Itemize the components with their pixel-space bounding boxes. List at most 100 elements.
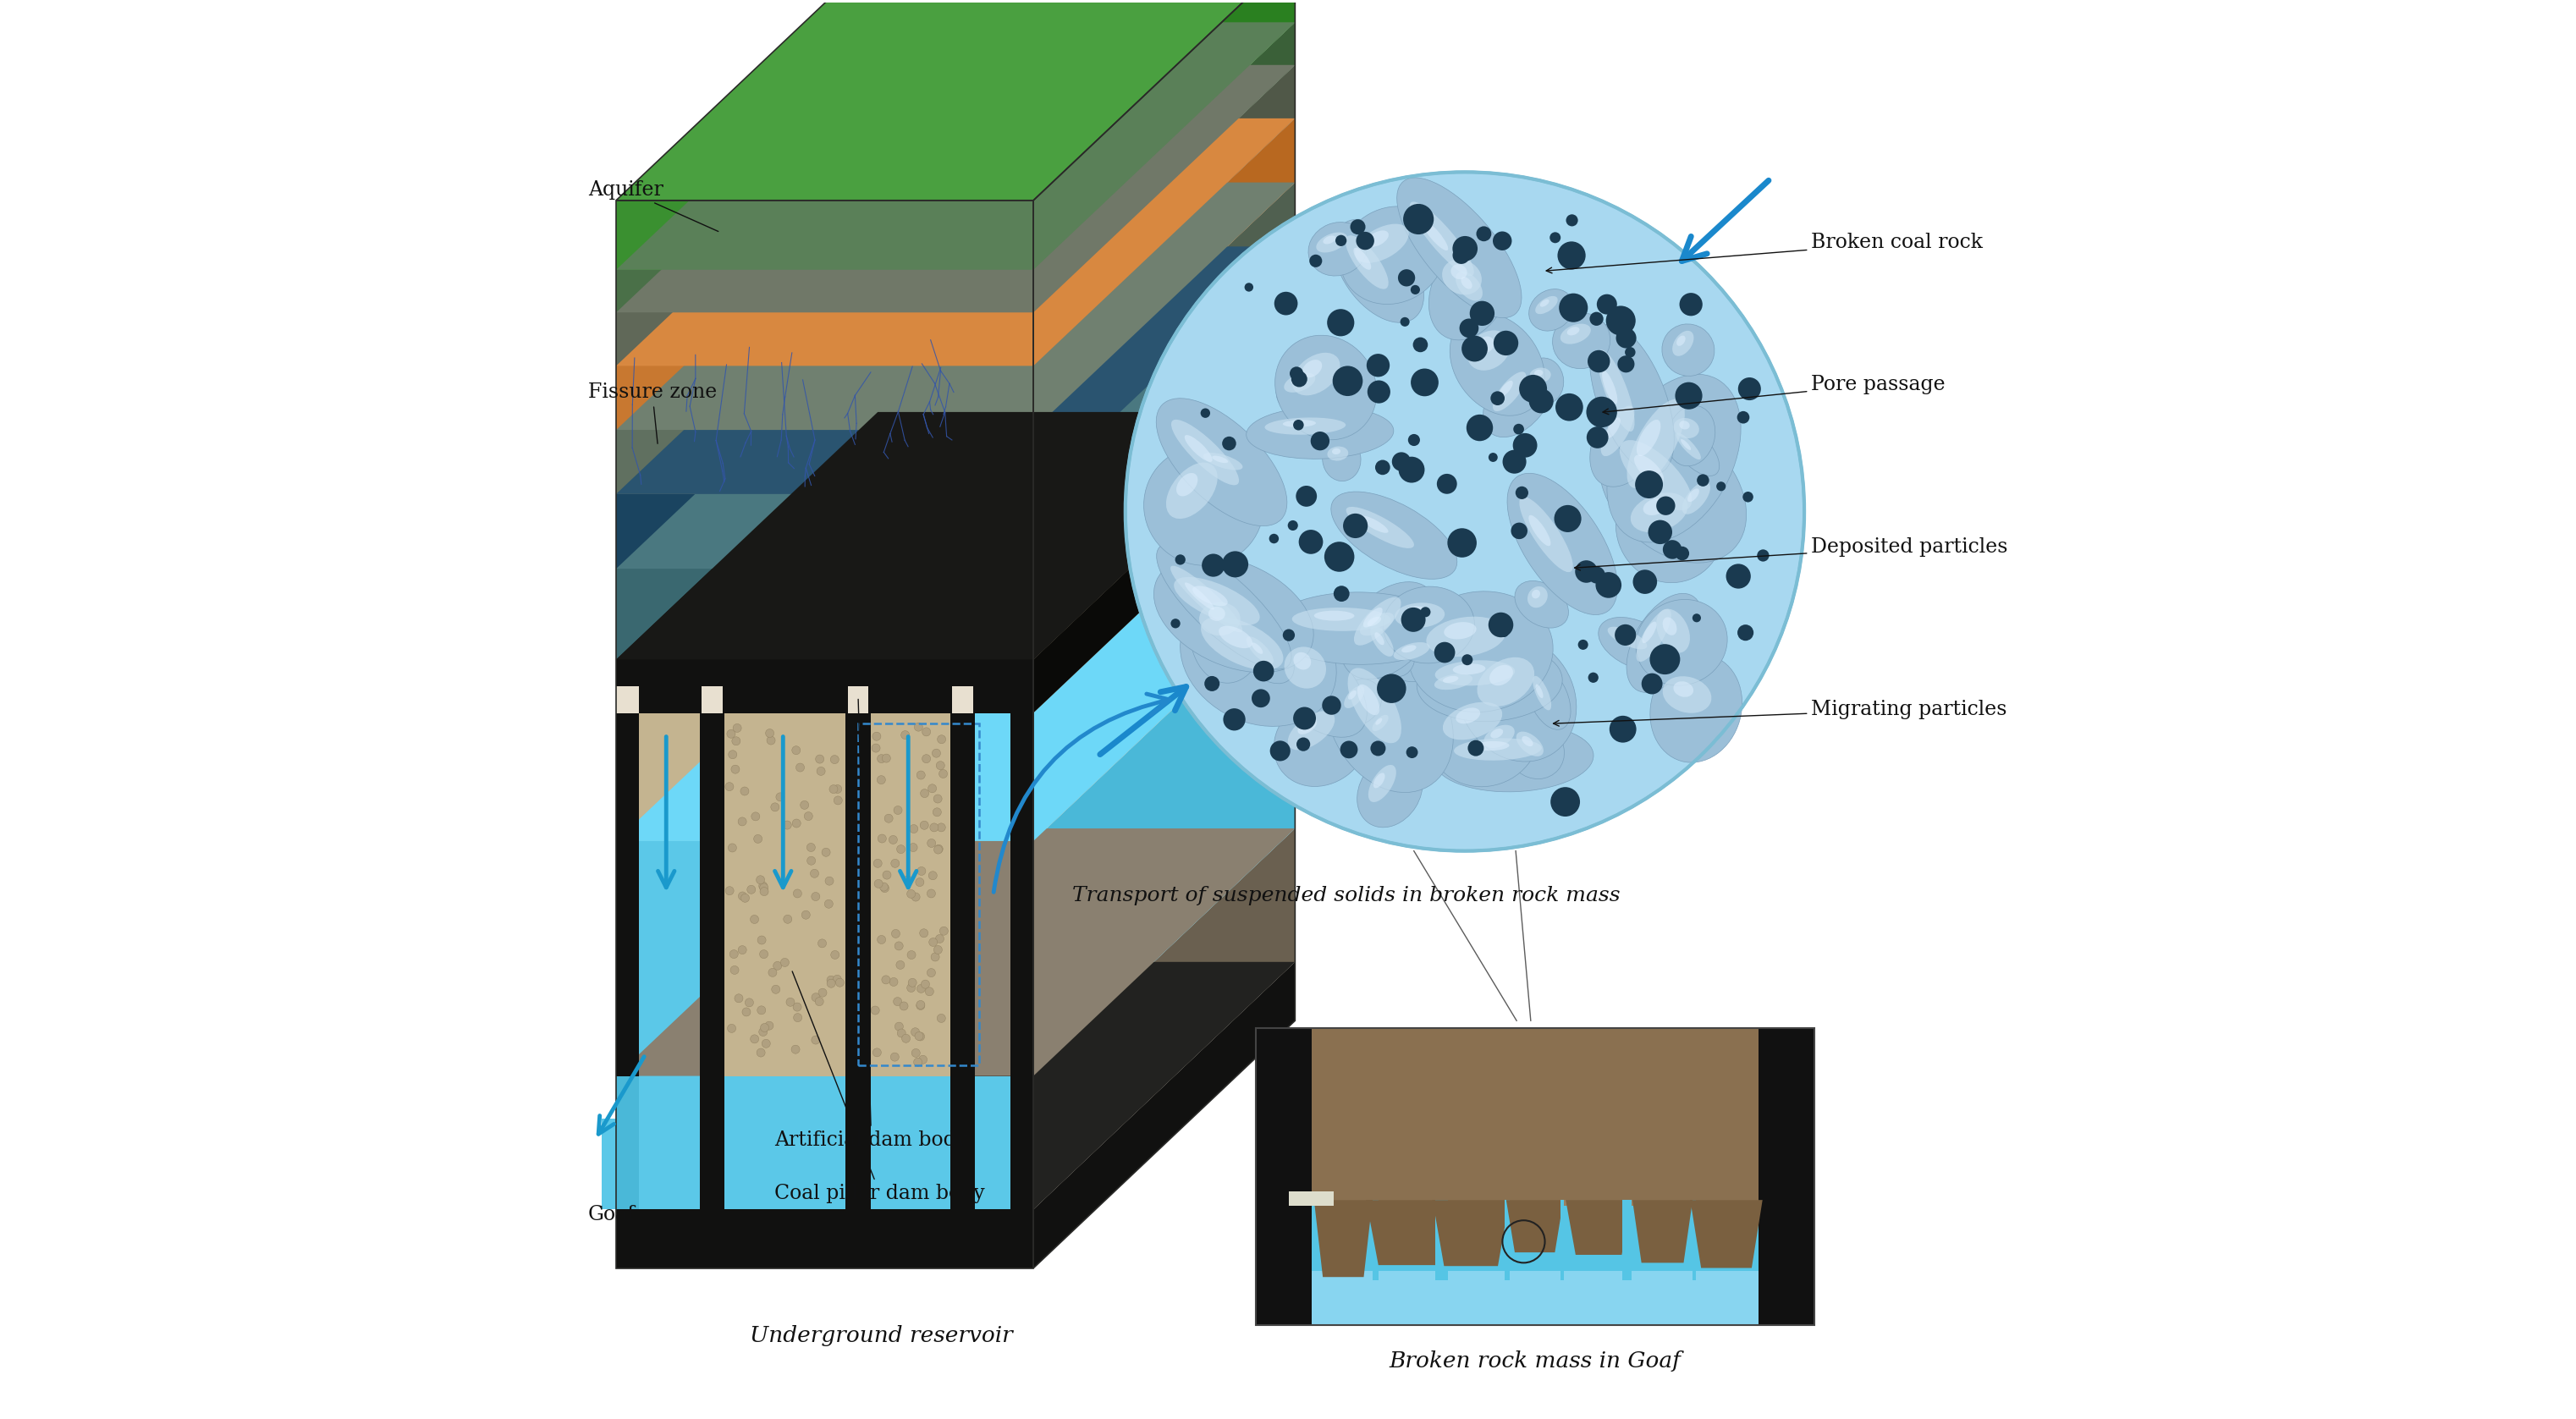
Ellipse shape <box>1360 517 1388 534</box>
Ellipse shape <box>1656 609 1690 653</box>
Text: Migrating particles: Migrating particles <box>1553 700 2007 727</box>
Circle shape <box>1291 366 1303 380</box>
Polygon shape <box>616 829 1296 1076</box>
Text: Pore passage: Pore passage <box>1602 375 1945 414</box>
Ellipse shape <box>1461 277 1473 289</box>
Ellipse shape <box>1566 326 1579 335</box>
Ellipse shape <box>1507 474 1618 614</box>
Ellipse shape <box>1239 627 1293 684</box>
Circle shape <box>1739 377 1762 400</box>
Ellipse shape <box>1190 580 1265 683</box>
Ellipse shape <box>1674 681 1692 697</box>
Circle shape <box>907 890 914 898</box>
Circle shape <box>1574 561 1597 583</box>
Circle shape <box>1566 214 1579 226</box>
Ellipse shape <box>1468 331 1510 370</box>
Text: Artificial dam body: Artificial dam body <box>775 700 969 1149</box>
Polygon shape <box>616 660 1033 712</box>
Polygon shape <box>1033 465 1296 841</box>
Circle shape <box>909 843 917 851</box>
Circle shape <box>1404 204 1435 234</box>
Circle shape <box>876 776 886 785</box>
Ellipse shape <box>1443 675 1458 683</box>
Circle shape <box>1321 695 1342 715</box>
Circle shape <box>1558 294 1587 322</box>
Circle shape <box>871 1006 878 1015</box>
Polygon shape <box>616 312 1033 366</box>
Ellipse shape <box>1489 666 1512 685</box>
Polygon shape <box>1255 1027 1814 1325</box>
Ellipse shape <box>1425 664 1497 711</box>
Ellipse shape <box>1401 646 1417 653</box>
Ellipse shape <box>1252 643 1262 654</box>
Ellipse shape <box>1409 592 1553 712</box>
Polygon shape <box>953 687 974 712</box>
Polygon shape <box>1033 118 1296 430</box>
Ellipse shape <box>1368 765 1396 802</box>
Ellipse shape <box>1455 271 1484 301</box>
Circle shape <box>1401 318 1409 326</box>
Ellipse shape <box>1662 324 1716 376</box>
Circle shape <box>1327 309 1355 336</box>
Circle shape <box>878 834 886 843</box>
Circle shape <box>793 890 801 898</box>
Ellipse shape <box>1589 392 1667 487</box>
Circle shape <box>811 1036 819 1044</box>
Polygon shape <box>616 569 1033 660</box>
Circle shape <box>873 1049 881 1057</box>
Polygon shape <box>616 1076 639 1209</box>
Circle shape <box>1641 673 1662 694</box>
Polygon shape <box>1033 593 1296 1076</box>
Circle shape <box>760 887 768 895</box>
Ellipse shape <box>1213 455 1229 463</box>
Circle shape <box>909 824 917 833</box>
Ellipse shape <box>1170 566 1242 633</box>
Circle shape <box>922 728 930 736</box>
Circle shape <box>1200 409 1211 419</box>
Circle shape <box>814 998 824 1006</box>
Circle shape <box>1558 241 1587 270</box>
Polygon shape <box>1435 1200 1448 1280</box>
Ellipse shape <box>1484 725 1515 748</box>
Ellipse shape <box>1427 617 1507 657</box>
Circle shape <box>791 746 801 755</box>
Ellipse shape <box>1672 331 1695 356</box>
Circle shape <box>1579 640 1589 650</box>
Polygon shape <box>616 183 1296 430</box>
Ellipse shape <box>1597 350 1636 431</box>
Ellipse shape <box>1636 420 1662 455</box>
Ellipse shape <box>1200 602 1242 636</box>
Ellipse shape <box>1636 599 1728 685</box>
Ellipse shape <box>1275 335 1376 440</box>
Circle shape <box>1412 369 1437 396</box>
Circle shape <box>920 929 927 938</box>
Circle shape <box>914 1032 922 1040</box>
Circle shape <box>1512 522 1528 539</box>
Circle shape <box>757 876 765 884</box>
Circle shape <box>902 1034 909 1043</box>
Circle shape <box>1298 529 1324 553</box>
Circle shape <box>933 807 940 816</box>
Ellipse shape <box>1342 582 1437 680</box>
Circle shape <box>835 978 845 986</box>
Circle shape <box>760 1027 768 1036</box>
Ellipse shape <box>1298 718 1316 735</box>
Polygon shape <box>1010 712 1033 1269</box>
Ellipse shape <box>1615 471 1723 583</box>
Circle shape <box>760 949 768 958</box>
Circle shape <box>938 769 948 778</box>
Circle shape <box>1296 738 1311 751</box>
Circle shape <box>930 938 938 946</box>
Circle shape <box>1332 366 1363 396</box>
Circle shape <box>904 876 912 884</box>
Circle shape <box>1370 741 1386 756</box>
Circle shape <box>832 951 840 959</box>
Circle shape <box>909 978 917 986</box>
Circle shape <box>726 887 734 895</box>
Circle shape <box>1605 307 1636 335</box>
Ellipse shape <box>1589 325 1674 474</box>
Circle shape <box>819 939 827 948</box>
Circle shape <box>1203 553 1224 576</box>
Circle shape <box>734 724 742 732</box>
Circle shape <box>775 793 786 802</box>
